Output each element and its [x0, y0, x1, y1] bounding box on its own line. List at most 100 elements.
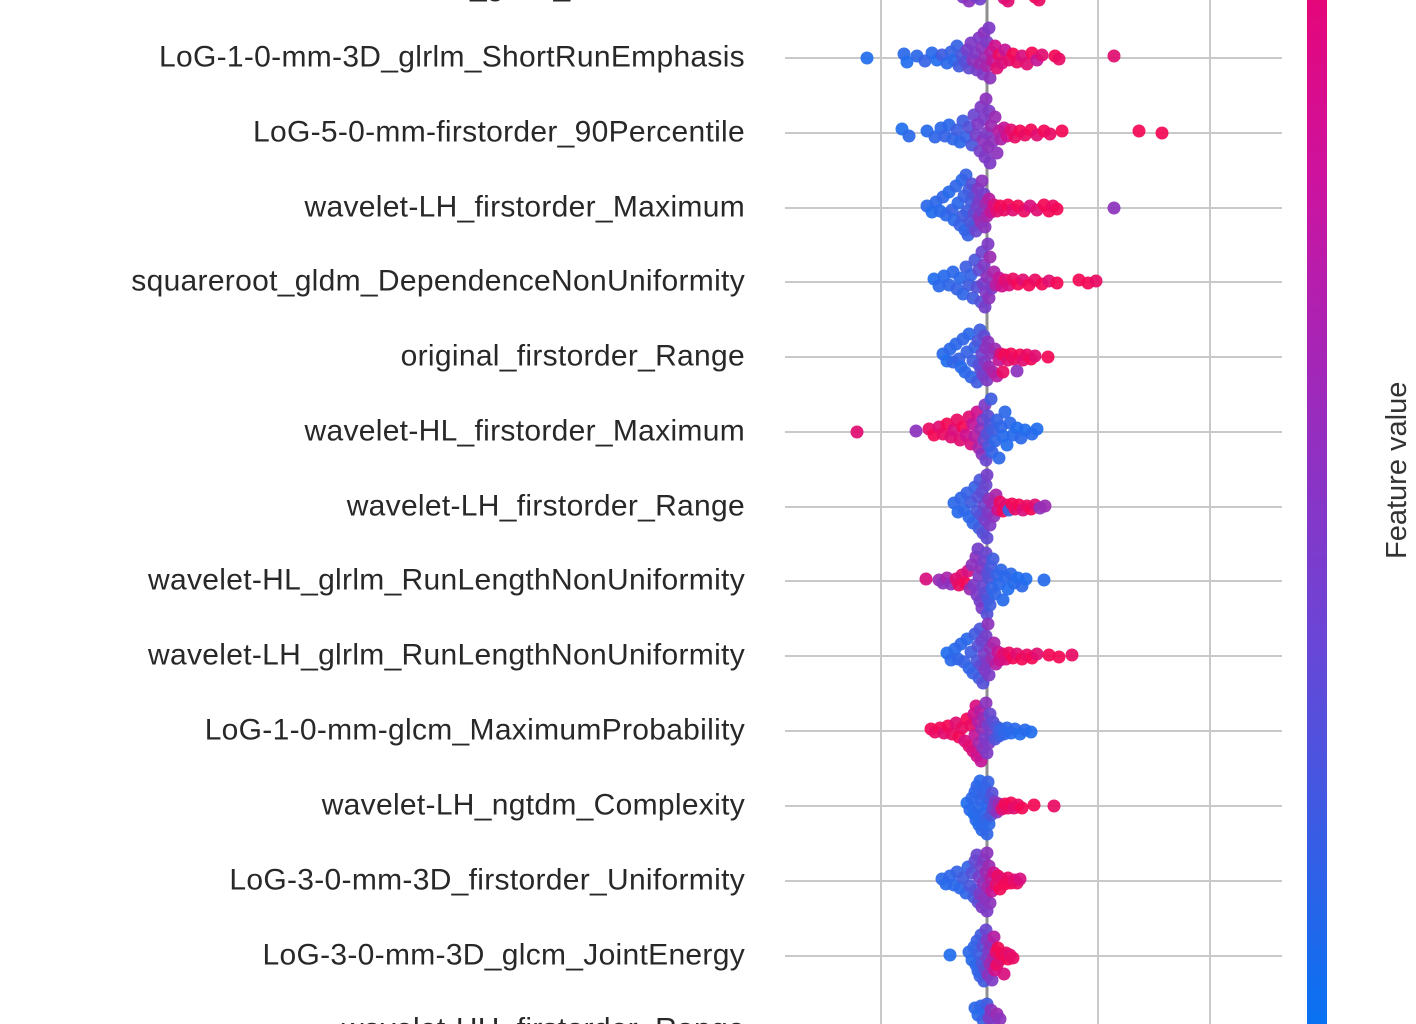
shap-dot — [1042, 648, 1056, 662]
colorbar-label: Feature value — [1381, 381, 1413, 559]
beeswarm-row — [895, 92, 1169, 170]
shap-dot — [850, 425, 864, 439]
feature-label: LoG-5-0-mm-firstorder_90Percentile — [252, 115, 745, 149]
shap-dot — [1027, 798, 1041, 812]
feature-label: wavelet-LH_ngtdm_Complexity — [321, 788, 745, 822]
shap-dot — [1037, 573, 1051, 587]
shap-dot — [1035, 48, 1049, 62]
shap-dot — [979, 696, 993, 710]
shap-dot — [1132, 124, 1146, 138]
beeswarm-row — [927, 237, 1103, 314]
shap-dot — [1000, 438, 1014, 452]
feature-label: squareroot_gldm_DependenceNonUniformity — [131, 264, 745, 298]
beeswarm-row — [968, 997, 1007, 1024]
shap-dot — [973, 0, 987, 6]
beeswarm-row — [957, 0, 1046, 8]
feature-label: wavelet-LH_firstorder_Range — [346, 489, 745, 523]
shap-dot — [902, 129, 916, 143]
beeswarm-row — [940, 617, 1079, 690]
shap-dot — [909, 424, 923, 438]
shap-dot — [981, 617, 995, 631]
shap-dot — [997, 967, 1011, 981]
feature-label: wavelet-LH_glrlm_RunLengthNonUniformity — [148, 638, 745, 672]
shap-dot — [1015, 801, 1029, 815]
feature-label: LoG-1-0-mm-3D_glrlm_ShortRunEmphasis — [159, 40, 745, 74]
shap-dot — [982, 21, 996, 35]
shap-dot — [1107, 201, 1121, 215]
shap-dot — [1020, 57, 1034, 71]
shap-dot — [993, 1012, 1007, 1024]
shap-dot — [983, 250, 997, 264]
feature-label: wavelet-LH_firstorder_Maximum — [304, 190, 745, 224]
shap-dot — [980, 827, 994, 841]
feature-label: LoG-3-0-mm-3D_glcm_JointEnergy — [262, 938, 745, 972]
shap-dot — [988, 110, 1002, 124]
shap-dot — [919, 572, 933, 586]
shap-dot — [1050, 276, 1064, 290]
shap-dot — [1013, 872, 1027, 886]
shap-dot — [1038, 499, 1052, 513]
shap-dot — [1019, 572, 1033, 586]
shap-dot — [1052, 52, 1066, 66]
shap-dot — [1030, 647, 1044, 661]
shap-dot — [983, 598, 997, 612]
shap-dot — [978, 220, 992, 234]
shap-dot — [984, 392, 998, 406]
shap-dot — [980, 531, 994, 545]
shap-dot — [1030, 422, 1044, 436]
shap-dot — [860, 51, 874, 65]
shap-dot — [1043, 127, 1057, 141]
shap-dot — [962, 327, 976, 341]
shap-dot — [981, 775, 995, 789]
shap-dot — [1055, 124, 1069, 138]
feature-label: original_firstorder_Range — [400, 339, 745, 373]
beeswarm-row — [860, 21, 1121, 85]
shap-dot — [953, 271, 967, 285]
shap-dot — [981, 237, 995, 251]
shap-dot — [1065, 648, 1079, 662]
feature-label: LoG-1-0-mm-glcm_MaximumProbability — [204, 713, 745, 747]
shap-dot — [992, 451, 1006, 465]
beeswarm-row — [924, 696, 1038, 768]
shap-dot — [1052, 650, 1066, 664]
shap-dot — [983, 896, 997, 910]
shap-dot — [979, 92, 993, 106]
shap-dot — [983, 71, 997, 85]
feature-label: LoG-3-0-mm-3D_firstorder_Uniformity — [229, 863, 745, 897]
shap-dot — [985, 973, 999, 987]
shap-dot — [990, 146, 1004, 160]
shap-dot — [1155, 126, 1169, 140]
shap-dot — [1107, 49, 1121, 63]
shap-dot — [943, 948, 957, 962]
colorbar — [1307, 0, 1327, 1024]
shap-dot — [1041, 350, 1055, 364]
beeswarm-row — [919, 542, 1051, 621]
shap-dot — [980, 846, 994, 860]
feature-label: wavelet-HL_glrlm_RunLengthNonUniformity — [148, 563, 745, 597]
shap-dot — [986, 552, 1000, 566]
shap-dot — [1001, 0, 1015, 8]
shap-dot — [1050, 202, 1064, 216]
shap-dot — [980, 468, 994, 482]
shap-dot — [1024, 725, 1038, 739]
shap-dot — [983, 156, 997, 170]
feature-label-partial: LoG-5-0-mm-3D_glrlm_RunVariance — [0, 0, 745, 3]
shap-dot — [1089, 274, 1103, 288]
feature-label-partial: wavelet-HH_firstorder_Range — [0, 1012, 745, 1024]
shap-dot — [1028, 349, 1042, 363]
shap-dot — [932, 279, 946, 293]
shap-dot — [998, 405, 1012, 419]
shap-dot — [996, 593, 1010, 607]
shap-dot — [900, 55, 914, 69]
shap-dot — [996, 365, 1010, 379]
beeswarm-row — [936, 323, 1055, 389]
beeswarm-row — [947, 468, 1052, 545]
shap-dot — [987, 930, 1001, 944]
shap-dot — [1047, 799, 1061, 813]
shap-dot — [975, 174, 989, 188]
feature-label: wavelet-HL_firstorder_Maximum — [304, 414, 745, 448]
shap-dot — [982, 668, 996, 682]
shap-dot — [1010, 364, 1024, 378]
beeswarm-row — [920, 168, 1121, 242]
